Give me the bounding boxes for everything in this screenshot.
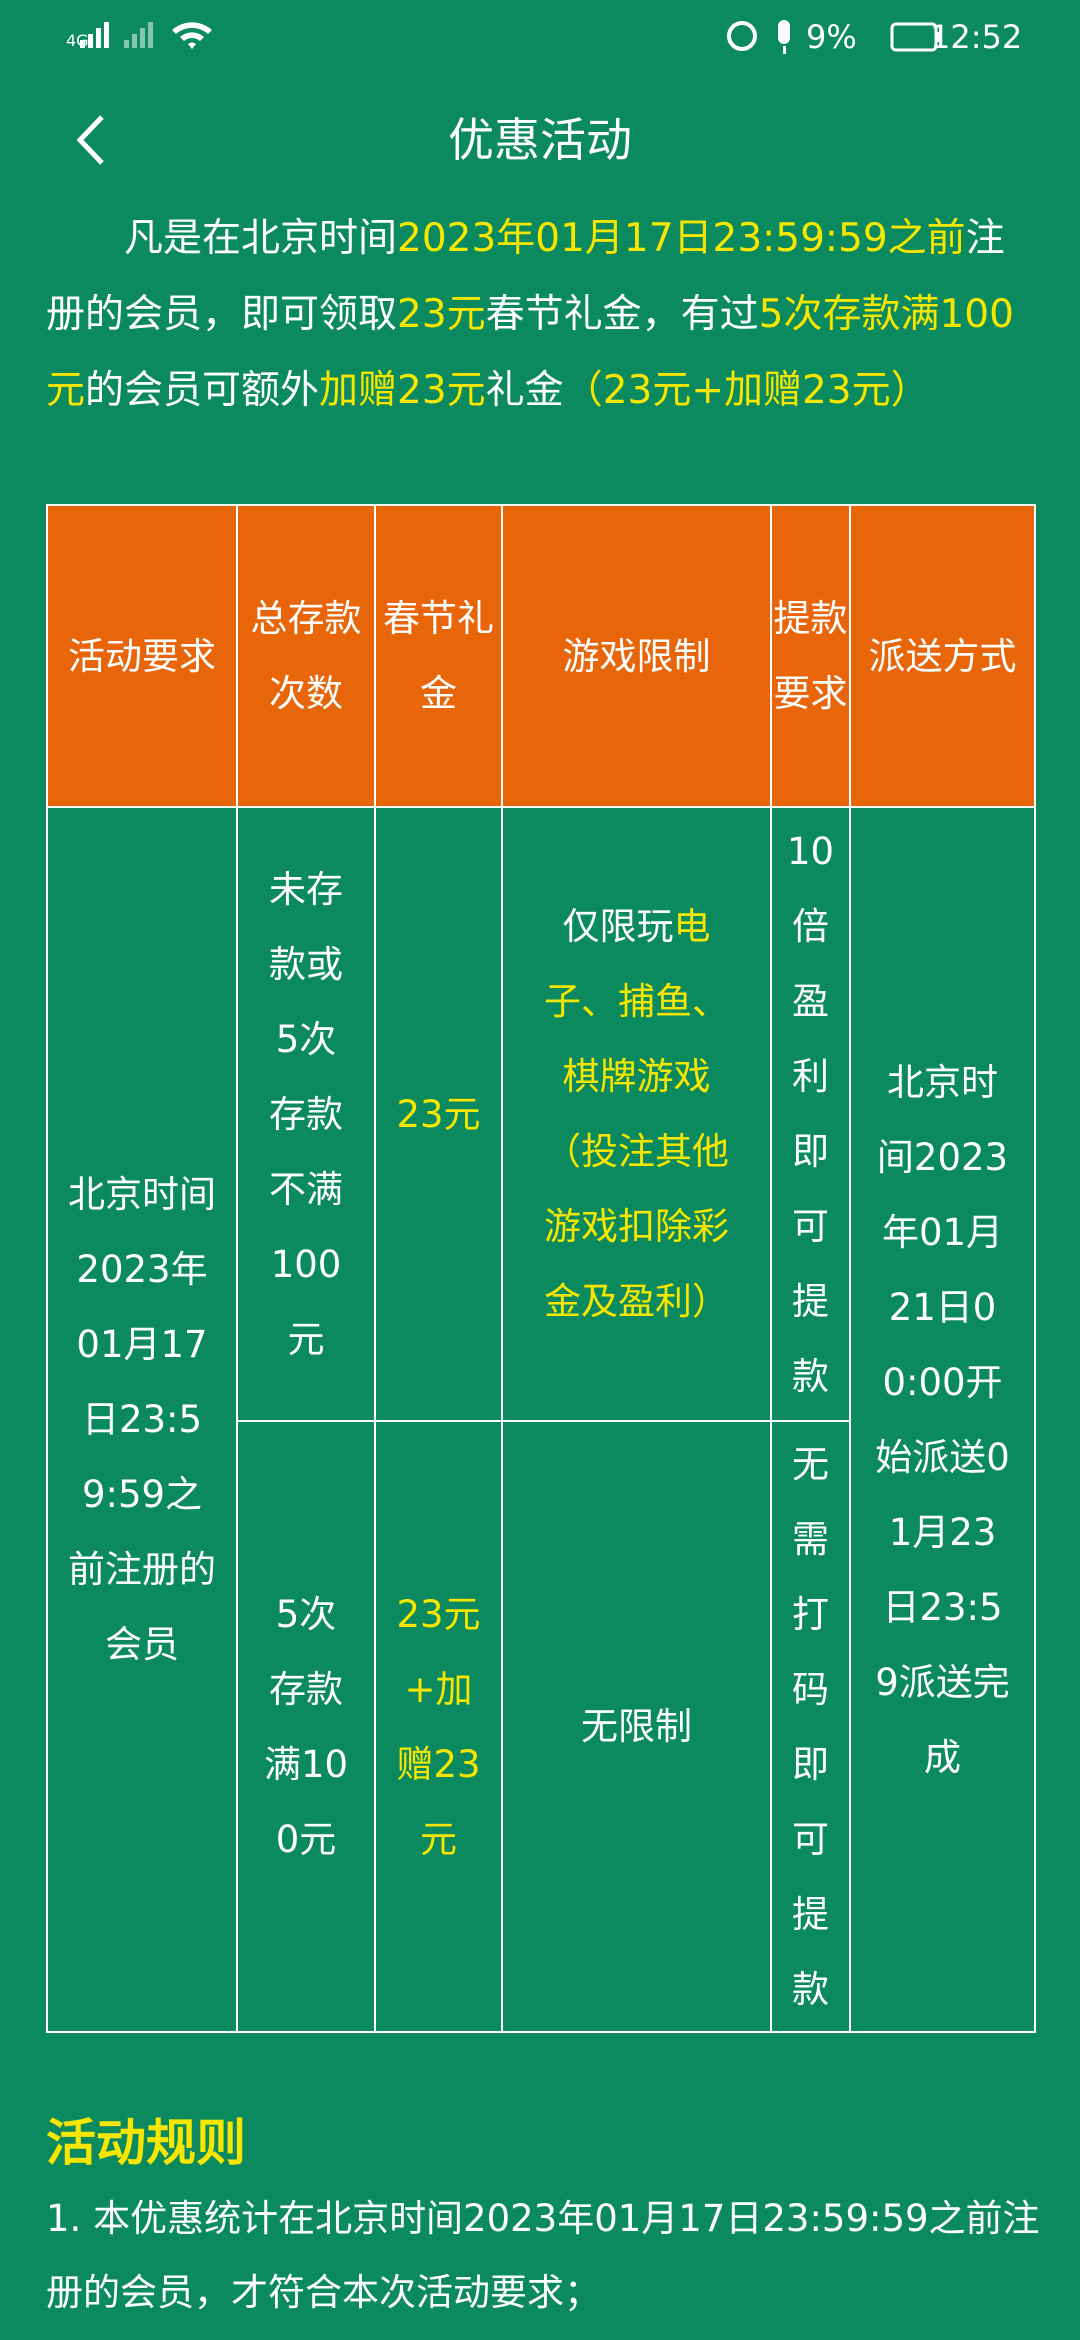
- header-cell: 提款要求: [770, 504, 851, 808]
- promo-table: 活动要求 总存款次数 春节礼金 游戏限制 提款要求 派送方式 北京时间2023年01月17日…: [46, 504, 1036, 2033]
- text-segment: 礼金: [485, 368, 564, 413]
- text-segment: 2023年01月17日23:59:59之前: [397, 216, 966, 261]
- text-segment: 注册的会员，即可领取: [46, 216, 1005, 337]
- table-cell: 未存款或5次存款不满100元: [236, 806, 376, 1422]
- header-cell: 总存款次数: [236, 504, 376, 808]
- header-title: 优惠活动: [448, 113, 632, 167]
- table-cell: 仅限玩电子、捕鱼、棋牌游戏（投注其他游戏扣除彩金及盈利）: [501, 806, 772, 1422]
- network: 4G: [66, 31, 89, 50]
- text-segment: 北京时间2023年01月21日00:00开始派送01月23日23:59派送完成: [875, 1060, 1010, 1779]
- text-segment: 5次存款满100元: [46, 292, 1014, 413]
- table-cell: 无需打码即可提款: [770, 1420, 851, 2033]
- header-cell: 派送方式: [849, 504, 1036, 808]
- time: 12:52: [930, 18, 1023, 56]
- text-segment: 凡是在北京时间: [124, 216, 398, 261]
- header-cell: 春节礼金: [374, 504, 503, 808]
- table-cell: 无限制: [501, 1420, 772, 2033]
- text-segment: 春节礼金，有过: [485, 292, 759, 337]
- table-row: 北京时间2023年01月17日23:59:59之前注册的会员 未存款或5次存款不满…: [46, 806, 1036, 2033]
- text-segment: 的会员可额外: [85, 368, 320, 413]
- text-segment: 电子、捕鱼、棋牌游戏（投注其他游戏扣除彩金及盈利）: [544, 905, 729, 1323]
- table-cell: 北京时间2023年01月17日23:59:59之前注册的会员: [46, 806, 238, 2033]
- table-cell: 23元+加赠23元: [374, 1420, 503, 2033]
- text-segment: （23元+加赠23元）: [563, 368, 930, 413]
- text-segment: 23元: [397, 292, 486, 337]
- battery: 9%: [806, 18, 857, 56]
- text-segment: 10倍盈利即可提款: [786, 830, 835, 1398]
- back-button[interactable]: [66, 105, 126, 175]
- table-cell: 23元: [374, 806, 503, 1422]
- text-segment: 23元+加赠23元: [396, 1592, 481, 1861]
- text-segment: 23元: [396, 1092, 481, 1136]
- table-cell: 北京时间2023年01月21日00:00开始派送01月23日23:59派送完成: [849, 806, 1036, 2033]
- intro: 凡是在北京时间2023年01月17日23:59:59之前注册的会员，即可领取23…: [46, 201, 1036, 429]
- table-cell: 5次存款满100元: [236, 1420, 376, 2033]
- text-segment: 加赠23元: [319, 368, 486, 413]
- status-icons: [80, 20, 941, 54]
- table-row: 5次存款满100元 23元+加赠23元 无限制 无需打码即可提款: [47, 1420, 1035, 2033]
- rules-title: 活动规则: [46, 2114, 246, 2172]
- text-segment: 无需打码即可提款: [792, 1442, 829, 2011]
- header-cell: 游戏限制: [501, 504, 772, 808]
- text-segment: 北京时间2023年01月17日23:59:59之前注册的会员: [68, 1173, 216, 1666]
- text-segment: 未存款或5次存款不满100元: [269, 867, 343, 1361]
- rule-item: 1. 本优惠统计在北京时间2023年01月17日23:59:59之前注册的会员，…: [46, 2197, 1040, 2314]
- header-cell: 活动要求: [46, 504, 238, 808]
- text-segment: 无限制: [581, 1705, 692, 1748]
- rules: 1. 本优惠统计在北京时间2023年01月17日23:59:59之前注册的会员，…: [46, 2182, 1046, 2330]
- table-cell: 10倍盈利即可提款: [770, 806, 851, 1422]
- text-segment: 5次存款满100元: [263, 1592, 349, 1861]
- text-segment: 仅限玩: [562, 905, 674, 948]
